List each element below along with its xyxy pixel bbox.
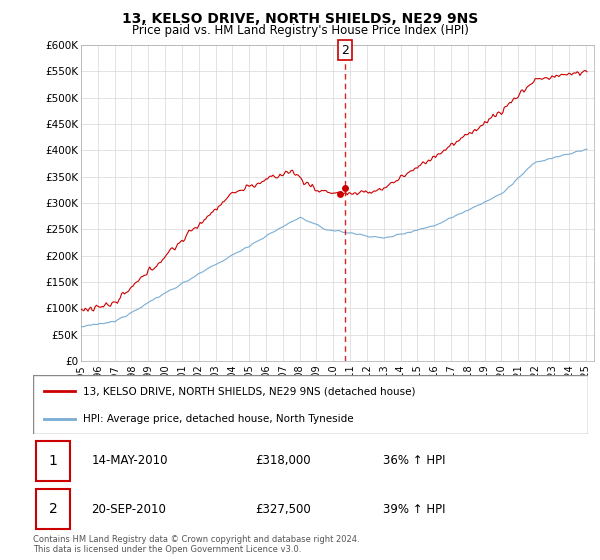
Text: Price paid vs. HM Land Registry's House Price Index (HPI): Price paid vs. HM Land Registry's House … (131, 24, 469, 36)
Text: 1: 1 (49, 454, 58, 468)
Text: 20-SEP-2010: 20-SEP-2010 (91, 503, 166, 516)
Bar (36, 489, 70, 529)
Text: £327,500: £327,500 (255, 503, 311, 516)
Text: 13, KELSO DRIVE, NORTH SHIELDS, NE29 9NS: 13, KELSO DRIVE, NORTH SHIELDS, NE29 9NS (122, 12, 478, 26)
Bar (36, 441, 70, 480)
Text: 2: 2 (49, 502, 58, 516)
Text: 36% ↑ HPI: 36% ↑ HPI (383, 454, 445, 467)
Text: HPI: Average price, detached house, North Tyneside: HPI: Average price, detached house, Nort… (83, 414, 353, 424)
Text: 2: 2 (341, 44, 349, 57)
Text: 14-MAY-2010: 14-MAY-2010 (91, 454, 168, 467)
Text: 13, KELSO DRIVE, NORTH SHIELDS, NE29 9NS (detached house): 13, KELSO DRIVE, NORTH SHIELDS, NE29 9NS… (83, 386, 415, 396)
Text: Contains HM Land Registry data © Crown copyright and database right 2024.
This d: Contains HM Land Registry data © Crown c… (33, 535, 359, 554)
Text: 39% ↑ HPI: 39% ↑ HPI (383, 503, 445, 516)
Text: £318,000: £318,000 (255, 454, 311, 467)
